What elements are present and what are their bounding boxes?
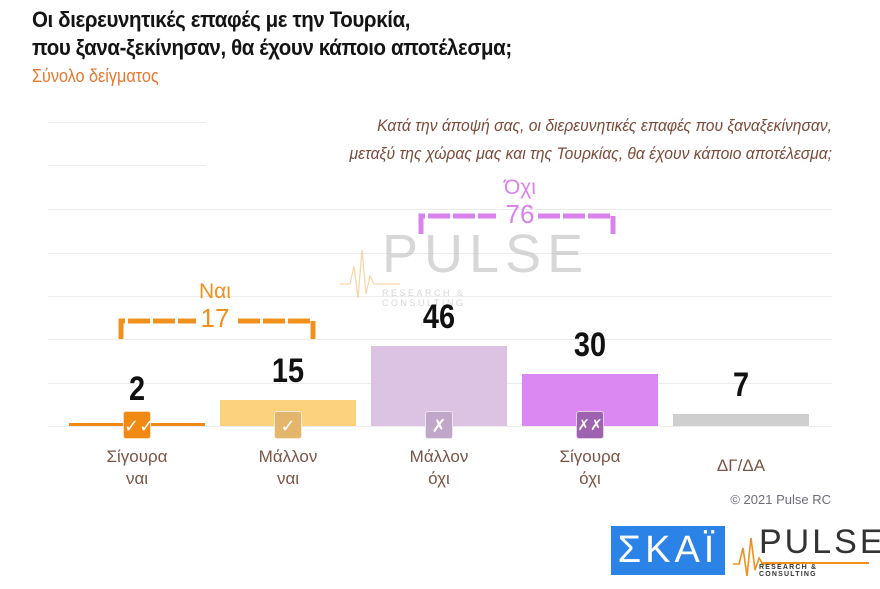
category-label: ΔΓ/ΔΑ [673,455,809,477]
group-yes-bracket [118,318,316,339]
bar-value: 30 [573,326,607,364]
pulse-logo-subtext: RESEARCH & CONSULTING [759,564,818,578]
chart-title-line1: Οι διερευνητικές επαφές με την Τουρκία, [32,7,411,32]
gridline [48,253,832,254]
survey-question-line1: Κατά την άποψή σας, οι διερευνητικές επα… [377,116,832,135]
category-label-line1: Σίγουρα [106,447,168,466]
group-no-bracket [418,213,616,234]
group-no-name: Όχι [504,176,536,199]
category-label: Μάλλον ναι [220,446,356,490]
skai-logo: ΣΚΑΪ [611,526,725,575]
cross-icon: ✗ [425,411,453,439]
pulse-wave-icon [340,249,400,299]
category-label-line2: ναι [125,469,149,488]
survey-question: Κατά την άποψή σας, οι διερευνητικές επα… [206,112,832,168]
watermark-text: PULSE [382,224,590,284]
copyright-text: © 2021 Pulse RC [730,492,831,507]
pulse-logo-text: PULSE [759,523,880,561]
pulse-watermark: PULSE RESEARCH & CONSULTING [340,226,583,308]
category-label-line1: Μάλλον [258,447,318,466]
category-label-line2: ναι [276,469,300,488]
bar-value: 15 [271,352,305,390]
pulse-logo: PULSE RESEARCH & CONSULTING [733,524,880,580]
category-label-line1: Σίγουρα [559,447,621,466]
chart-title-line2: που ξανα-ξεκίνησαν, θα έχουν κάποιο αποτ… [32,35,512,60]
group-no-label: Όχι 76 [480,176,560,228]
chart-title: Οι διερευνητικές επαφές με την Τουρκία, … [32,6,609,62]
gridline [48,209,832,210]
bar-value: 46 [422,298,456,336]
category-label-line1: Μάλλον [409,447,469,466]
category-label-line1: ΔΓ/ΔΑ [716,456,766,475]
group-yes-total: 17 [200,303,230,333]
check-icon: ✓ [274,411,302,439]
survey-question-line2: μεταξύ της χώρας μας και της Τουρκίας, θ… [349,144,832,163]
category-label-line2: όχι [579,469,601,488]
bar-value: 7 [732,366,750,404]
bar-value: 2 [128,370,146,408]
group-yes-name: Ναι [199,280,231,303]
gridline [48,296,832,297]
group-no-total: 76 [505,199,535,229]
double-cross-icon: ✗✗ [576,411,604,439]
gridline [48,339,832,340]
chart-subtitle: Σύνολο δείγματος [32,66,159,86]
double-check-icon: ✓✓ [123,411,154,439]
category-label-line2: όχι [428,469,450,488]
category-label: Μάλλον όχι [371,446,507,490]
watermark-subtext: RESEARCH & CONSULTING [382,288,466,308]
pulse-logo-rule [761,562,869,564]
category-label: Σίγουρα ναι [69,446,205,490]
category-label: Σίγουρα όχι [522,446,658,490]
bar-dg-da [673,414,809,426]
group-yes-label: Ναι 17 [175,280,255,332]
